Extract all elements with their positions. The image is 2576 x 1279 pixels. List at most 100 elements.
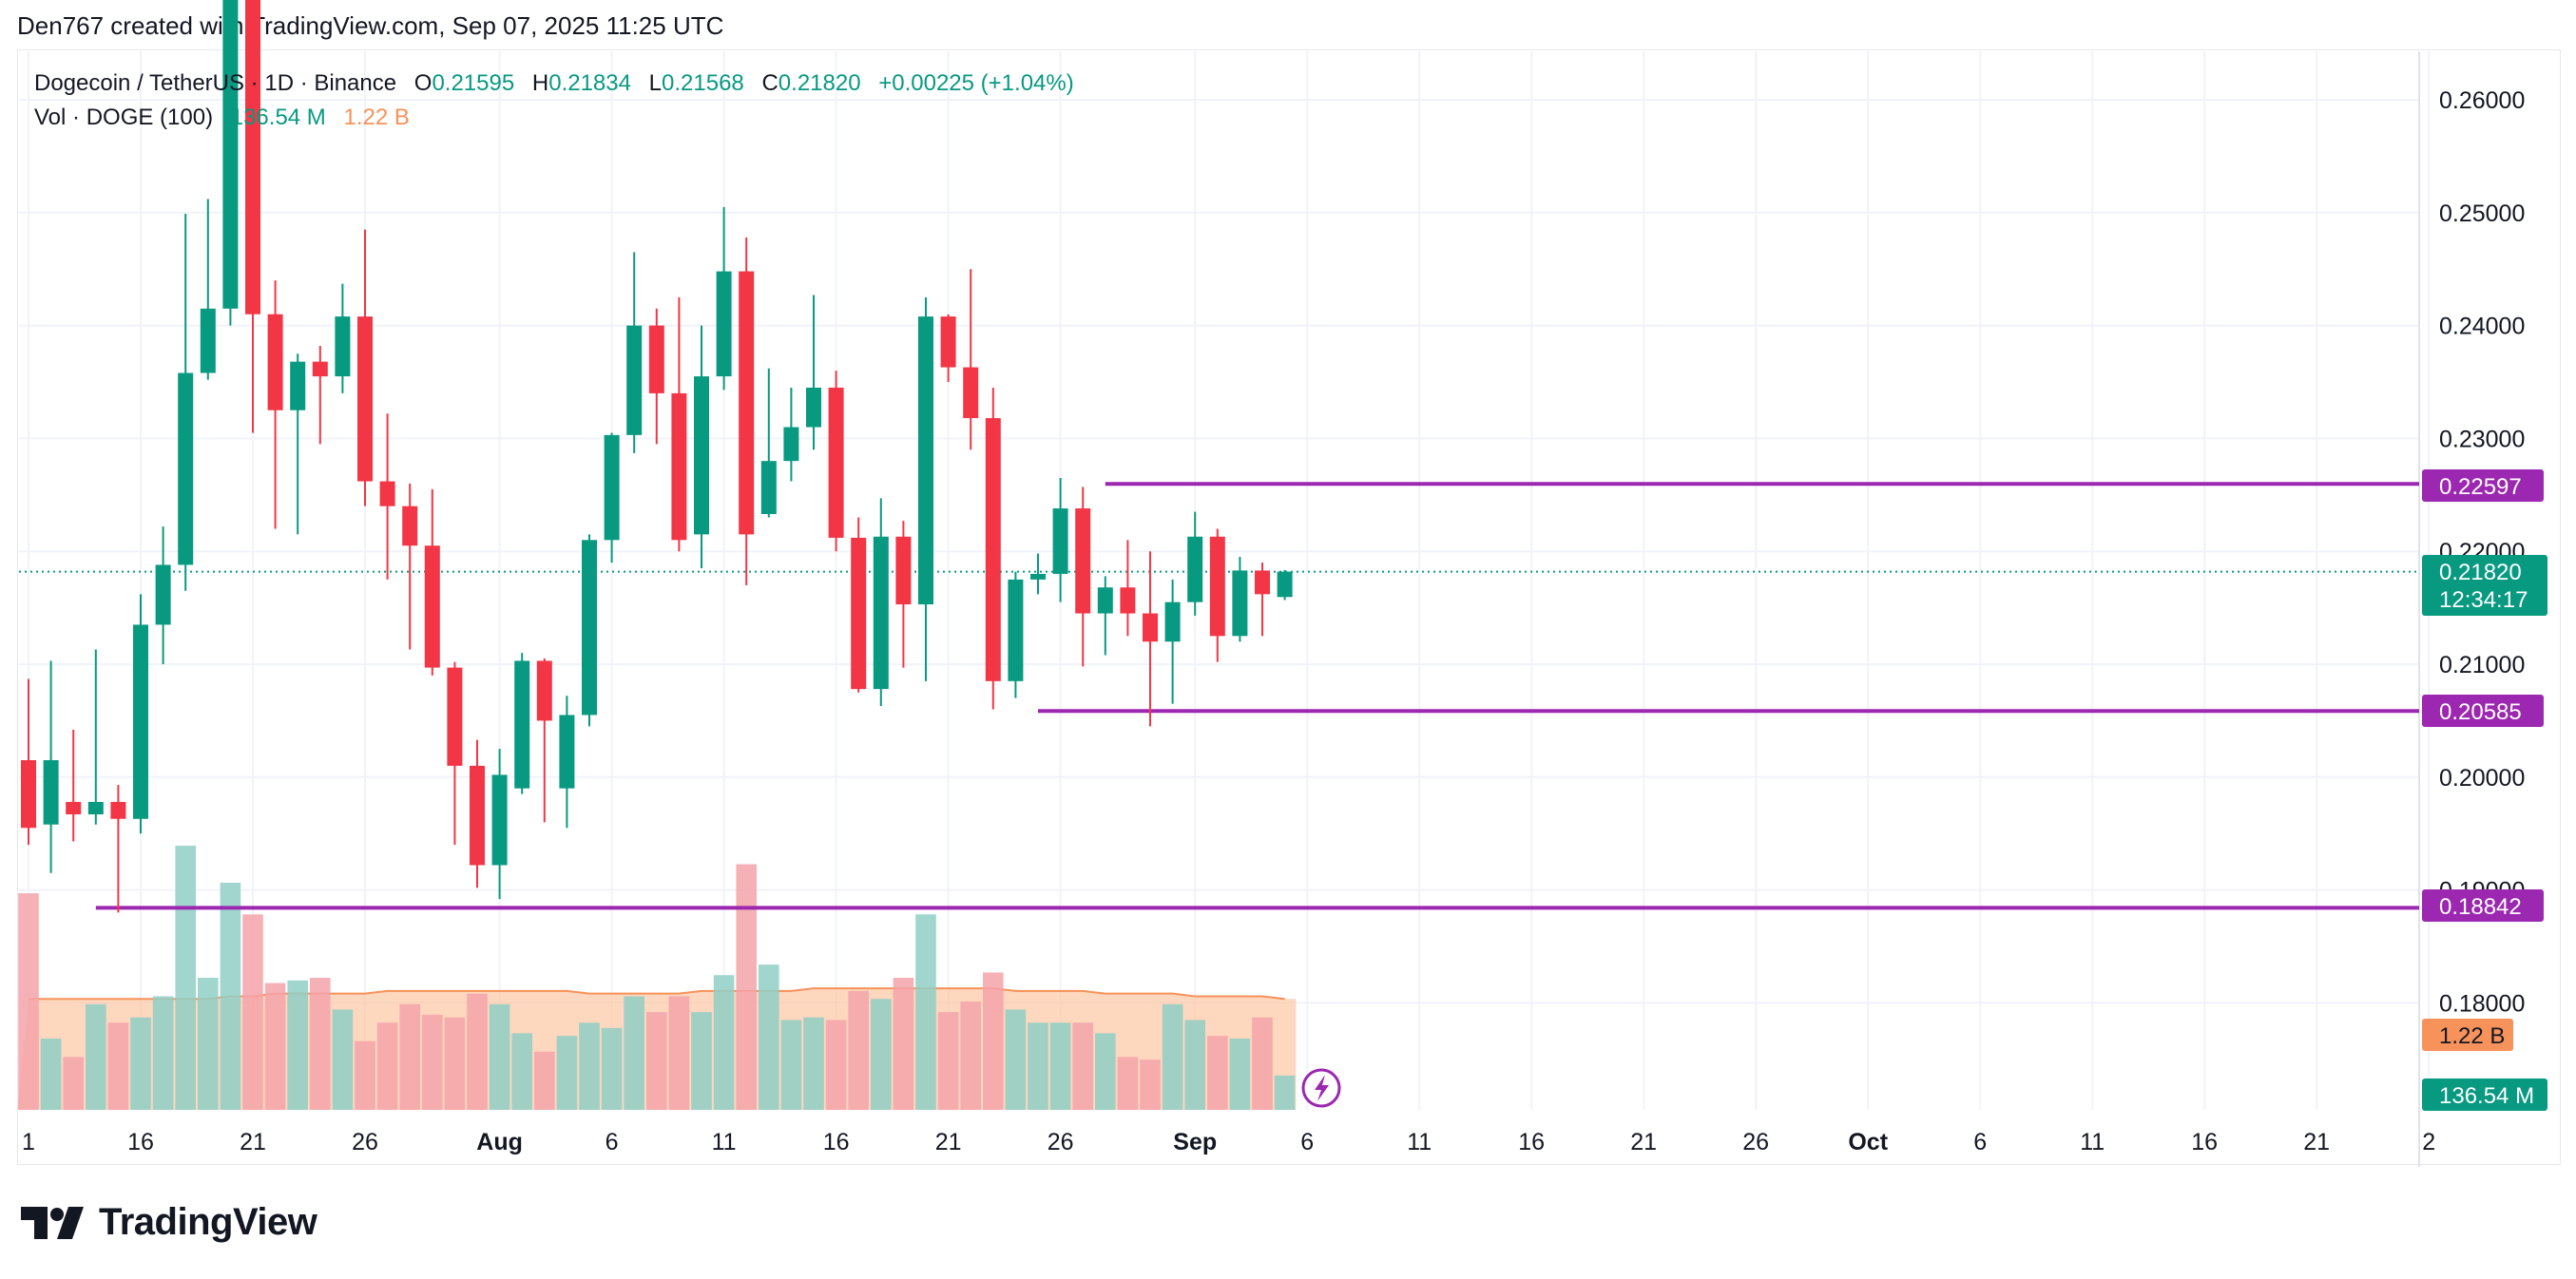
y-tick-label: 0.20000 <box>2439 765 2525 792</box>
volume-bar <box>310 978 331 1110</box>
candle-body <box>178 372 194 565</box>
volume-bar <box>130 1017 151 1110</box>
y-tick-label: 0.18000 <box>2439 990 2525 1017</box>
candle-body <box>267 314 283 410</box>
support2-badge-label: 0.18842 <box>2439 894 2522 920</box>
candle-body <box>1187 536 1203 602</box>
volume-bar <box>646 1012 667 1110</box>
level-layer <box>19 482 2419 910</box>
x-tick-label: 21 <box>935 1129 962 1155</box>
x-tick-label: 26 <box>1048 1129 1074 1155</box>
volume-bar <box>1252 1017 1273 1110</box>
candle-body <box>66 801 82 815</box>
volume-bar <box>915 914 936 1110</box>
candle-layer <box>21 0 1293 913</box>
chart-frame <box>17 49 2561 1165</box>
legend-change: +0.00225 (+1.04%) <box>878 70 1074 96</box>
candle-body <box>133 624 148 819</box>
resistance-badge-label: 0.22597 <box>2439 474 2522 500</box>
volume-bar <box>152 996 174 1110</box>
candle-body <box>447 667 463 766</box>
legend-vol-value: 136.54 M <box>230 105 326 130</box>
candle-body <box>402 506 418 546</box>
volume-bar <box>1005 1009 1027 1110</box>
x-tick-label: 6 <box>606 1129 619 1155</box>
candle-body <box>470 765 485 866</box>
candle-body <box>1232 570 1248 637</box>
x-tick-label: 16 <box>823 1129 850 1155</box>
legend-price-row: Dogecoin / TetherUS · 1D · Binance O0.21… <box>34 67 1074 101</box>
volume-bar <box>1117 1057 1139 1110</box>
volume-bar <box>1184 1020 1205 1110</box>
candle-body <box>357 316 373 482</box>
legend-close: 0.21820 <box>778 70 861 96</box>
candle-body <box>424 545 440 668</box>
volume-bar <box>18 893 39 1110</box>
volume-bar <box>534 1051 555 1110</box>
support1-badge: 0.20585 <box>2422 695 2544 727</box>
candle-body <box>1075 508 1091 614</box>
volume-bar <box>1274 1075 1296 1110</box>
volume-bar <box>579 1022 600 1110</box>
tradingview-brand-text: TradingView <box>99 1201 317 1243</box>
volume-bar <box>825 1020 847 1110</box>
footer-brand[interactable]: TradingView <box>21 1201 317 1244</box>
y-tick-label: 0.26000 <box>2439 87 2525 114</box>
lightning-icon[interactable] <box>1301 1068 1341 1108</box>
volume-bar <box>1095 1033 1116 1110</box>
candle-body <box>985 418 1001 681</box>
volume-bar <box>107 1022 129 1110</box>
candle-body <box>918 316 933 605</box>
volume-bar <box>376 1022 398 1110</box>
candle-body <box>851 537 867 690</box>
x-tick-label: 16 <box>127 1129 154 1155</box>
candle-body <box>1143 613 1158 642</box>
volume-bar <box>1162 1003 1183 1110</box>
x-tick-label: 21 <box>2303 1129 2330 1155</box>
volume-bar <box>848 990 869 1110</box>
candle-body <box>21 759 36 829</box>
volume-bar <box>399 1003 420 1110</box>
candle-body <box>806 387 821 428</box>
x-tick-label: 11 <box>1407 1129 1432 1155</box>
candle-body <box>671 392 687 541</box>
candle-body <box>783 427 799 462</box>
legend-open: 0.21595 <box>432 70 515 96</box>
volume-bar <box>624 996 644 1110</box>
candle-body <box>491 774 508 866</box>
x-tick-label: 26 <box>1742 1129 1769 1155</box>
volume-bar <box>983 972 1004 1110</box>
candle-body <box>1164 601 1181 642</box>
candle-body <box>87 801 104 815</box>
volume-bar <box>803 1017 824 1110</box>
volume-bar <box>511 1033 532 1110</box>
candle-body <box>1277 571 1293 598</box>
candle-body <box>1052 508 1068 574</box>
legend-symbol[interactable]: Dogecoin / TetherUS · 1D · Binance <box>34 70 397 96</box>
candle-body <box>222 0 239 309</box>
x-tick-label: 26 <box>352 1129 378 1155</box>
candle-body <box>1097 587 1113 614</box>
x-tick-label: 11 <box>712 1129 737 1155</box>
volume-bar <box>601 1027 623 1110</box>
chart-legend: Dogecoin / TetherUS · 1D · Binance O0.21… <box>34 67 1074 135</box>
last-price-label: 0.21820 <box>2439 560 2522 585</box>
legend-volume-row: Vol · DOGE (100) 136.54 M 1.22 B <box>34 101 1074 135</box>
legend-vol-label[interactable]: Vol · DOGE (100) <box>34 105 214 130</box>
volume-bar <box>198 978 219 1110</box>
volume-bar <box>86 1003 106 1110</box>
candle-body <box>335 316 351 377</box>
support2-badge: 0.18842 <box>2422 889 2544 922</box>
volume-bar <box>467 993 488 1110</box>
axis-layer: 0.260000.250000.240000.230000.220000.210… <box>22 87 2525 1155</box>
x-tick-label: Sep <box>1173 1129 1217 1155</box>
x-tick-label: Aug <box>476 1129 523 1155</box>
x-tick-label: 6 <box>1300 1129 1314 1155</box>
y-tick-label: 0.25000 <box>2439 200 2525 227</box>
legend-close-label: C <box>761 70 779 96</box>
candle-body <box>1030 573 1046 580</box>
candle-body <box>760 461 777 514</box>
y-tick-label: 0.23000 <box>2439 426 2525 452</box>
volume-bar <box>63 1057 84 1110</box>
